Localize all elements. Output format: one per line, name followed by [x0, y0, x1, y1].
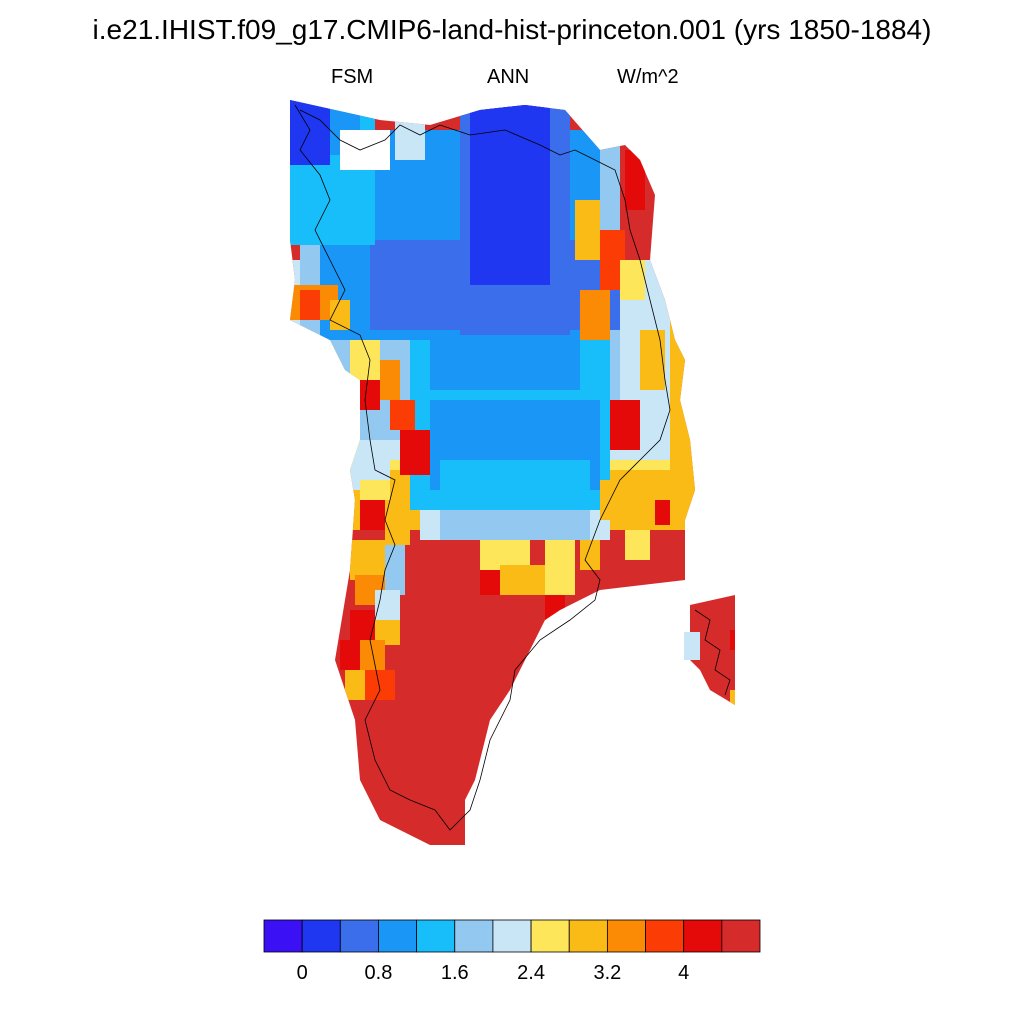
- colorbar-swatch: [492, 919, 532, 953]
- colorbar-swatch: [530, 919, 570, 953]
- colorbar-tick-label: 4: [678, 962, 690, 984]
- coastline: [294, 104, 731, 831]
- island-pixel: [684, 632, 700, 660]
- plot-title: i.e21.IHIST.f09_g17.CMIP6-land-hist-prin…: [92, 14, 932, 45]
- colorbar-swatch: [606, 919, 646, 953]
- colorbar-swatch: [301, 919, 341, 953]
- colorbar-swatch: [683, 919, 723, 953]
- colorbar-swatch: [339, 919, 379, 953]
- greenland-map: [290, 100, 735, 845]
- colorbar-tick-label: 0.8: [364, 962, 393, 984]
- land-field: [290, 100, 695, 845]
- colorbar-tick-label: 2.4: [517, 962, 545, 984]
- units-label: W/m^2: [617, 66, 679, 88]
- colorbar-swatch: [568, 919, 608, 953]
- colorbar-swatch: [378, 919, 418, 953]
- colorbar-tick-label: 1.6: [440, 962, 469, 984]
- colorbar-swatch: [454, 919, 494, 953]
- variable-label: FSM: [331, 66, 374, 88]
- colorbar-swatch: [416, 919, 456, 953]
- colorbar-swatch: [721, 919, 761, 953]
- colorbar-tick-label: 0: [296, 962, 308, 984]
- colorbar-swatch: [263, 919, 303, 953]
- colorbar-swatch: [645, 919, 685, 953]
- colorbar-tick-label: 3.2: [593, 962, 622, 984]
- season-label: ANN: [487, 66, 530, 88]
